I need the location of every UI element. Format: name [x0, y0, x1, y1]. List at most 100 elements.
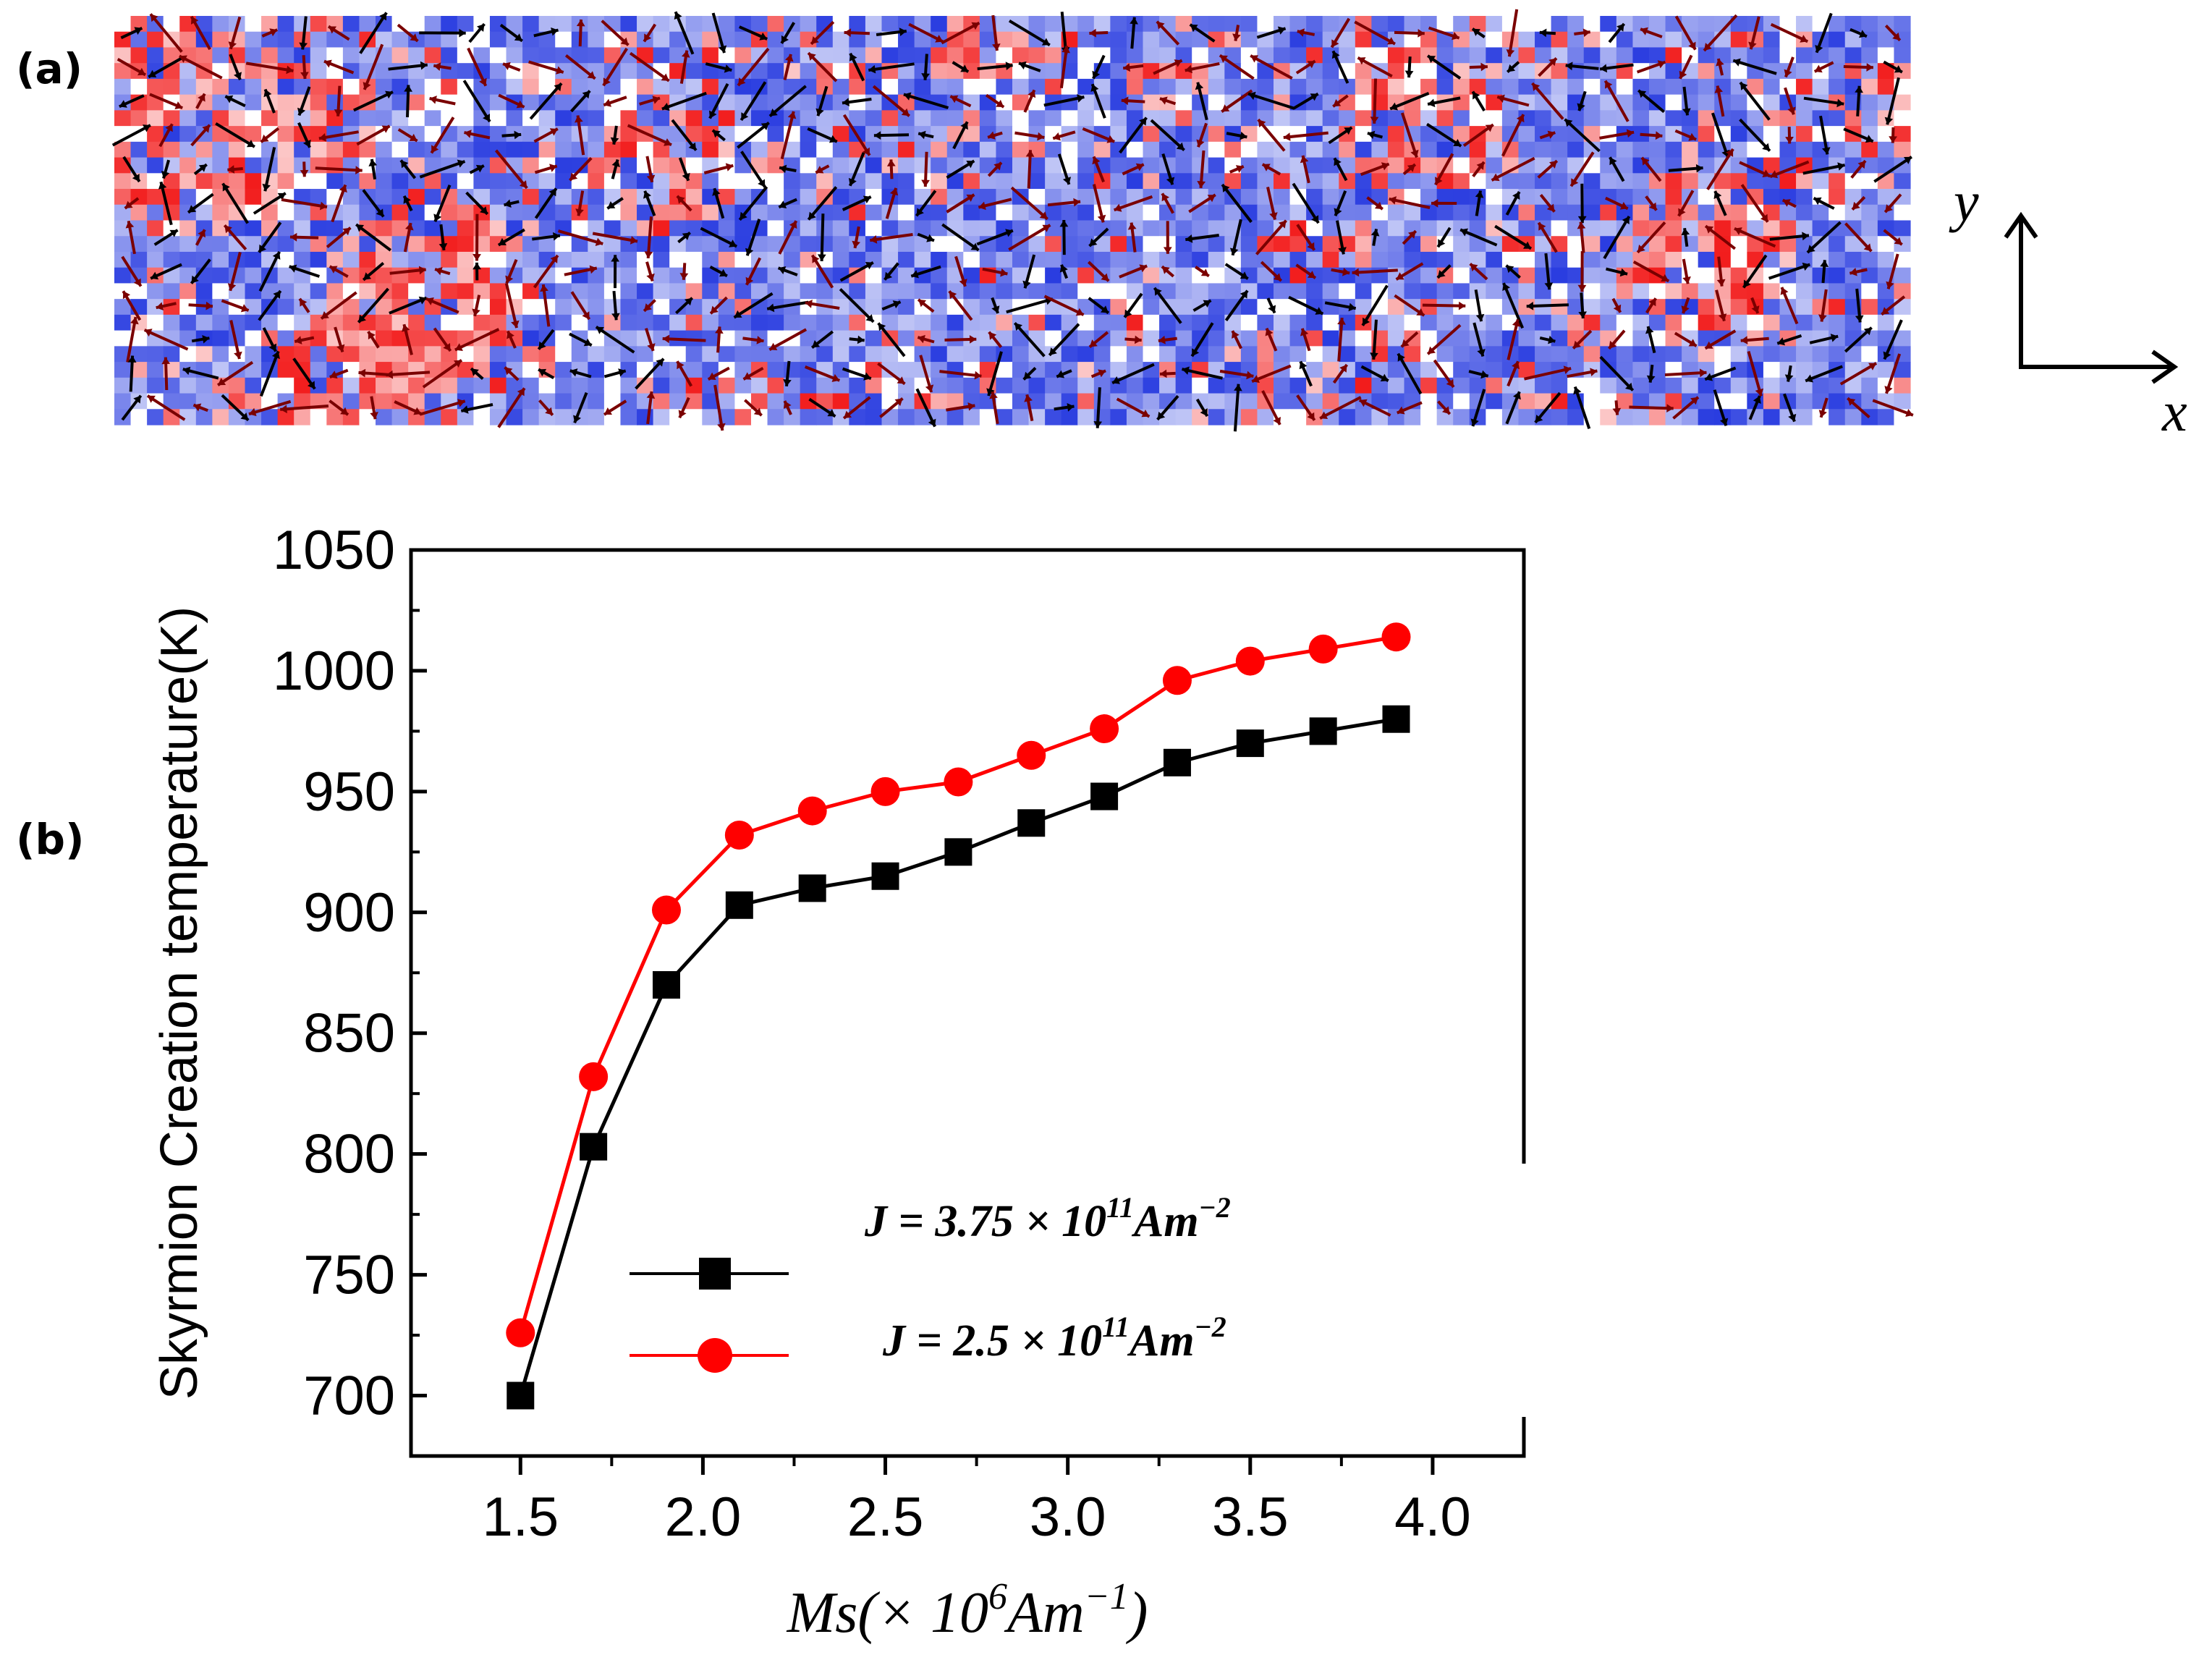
spin-cell [212, 94, 229, 111]
spin-cell [734, 377, 752, 394]
spin-cell [996, 16, 1013, 33]
spin-cell [685, 251, 703, 268]
spin-cell [245, 110, 262, 127]
spin-cell [376, 141, 393, 158]
spin-cell [588, 346, 605, 363]
spin-cell [620, 314, 637, 331]
spin-cell [1747, 220, 1764, 237]
spin-cell [718, 16, 736, 33]
spin-cell [310, 346, 327, 363]
spin-cell [1730, 141, 1747, 158]
spin-cell [718, 330, 736, 347]
spin-cell [1796, 204, 1813, 221]
spin-cell [1306, 283, 1323, 300]
spin-cell [767, 283, 784, 300]
spin-cell [1126, 314, 1144, 331]
spin-cell [179, 393, 197, 410]
spin-cell [1192, 251, 1209, 268]
spin-cell [588, 141, 605, 158]
spin-cell [1535, 173, 1552, 190]
spin-cell [489, 47, 507, 64]
spin-cell [326, 283, 344, 300]
spin-cell [245, 16, 262, 33]
spin-cell [326, 110, 344, 127]
spin-cell [1828, 299, 1846, 316]
spin-cell [946, 47, 964, 64]
spin-cell [931, 126, 948, 143]
spin-cell [1159, 346, 1177, 363]
spin-cell [1698, 63, 1715, 80]
spin-cell [195, 251, 213, 268]
spin-cell [294, 220, 311, 237]
spin-cell [1894, 189, 1911, 206]
spin-cell [179, 63, 197, 80]
spin-cell [130, 330, 148, 347]
data-point-square [1090, 782, 1119, 810]
spin-cell [408, 220, 425, 237]
spin-cell [1796, 126, 1813, 143]
spin-cell [914, 283, 931, 300]
spin-cell [147, 346, 164, 363]
spin-cell [734, 31, 752, 48]
spin-cell [1486, 346, 1503, 363]
spin-cell [326, 47, 344, 64]
spin-cell [1453, 251, 1470, 268]
spin-cell [1208, 78, 1225, 96]
spin-cell [359, 126, 376, 143]
spin-cell [767, 314, 784, 331]
spin-cell [391, 78, 409, 96]
spin-cell [326, 141, 344, 158]
spin-cell [914, 220, 931, 237]
spin-cell [212, 16, 229, 33]
spin-cell [1208, 94, 1225, 111]
spin-cell [1518, 267, 1535, 284]
spin-cell [359, 173, 376, 190]
spin-cell [1339, 377, 1356, 394]
spin-cell [718, 94, 736, 111]
spin-cell [1289, 47, 1307, 64]
spin-cell [1877, 63, 1895, 80]
spin-cell [473, 94, 491, 111]
spin-cell [1387, 16, 1405, 33]
spin-cell [1339, 110, 1356, 127]
spin-cell [1763, 94, 1781, 111]
spin-cell [195, 141, 213, 158]
spin-cell [685, 16, 703, 33]
spin-cell [1045, 251, 1062, 268]
spin-cell [1567, 78, 1585, 96]
spin-cell [1175, 330, 1192, 347]
spin-cell [1518, 78, 1535, 96]
spin-cell [1143, 377, 1160, 394]
data-point-square [1382, 705, 1410, 733]
spin-cell [963, 346, 980, 363]
spin-cell [1274, 31, 1291, 48]
spin-cell [1648, 251, 1666, 268]
spin-cell [1877, 189, 1895, 206]
spin-cell [277, 220, 294, 237]
spin-cell [147, 157, 164, 174]
spin-cell [1583, 94, 1601, 111]
spin-cell [506, 251, 523, 268]
spin-cell [1747, 283, 1764, 300]
spin-cell [1714, 220, 1732, 237]
data-point-square [1017, 809, 1046, 837]
spin-cell [1501, 78, 1520, 96]
spin-cell [179, 251, 197, 268]
spin-cell [1355, 110, 1372, 127]
spin-cell [1779, 78, 1797, 96]
spin-cell [538, 204, 556, 221]
spin-cell [441, 220, 458, 237]
data-point-square [944, 838, 972, 866]
spin-cell [931, 346, 948, 363]
spin-cell [1665, 173, 1682, 190]
spin-cell [1616, 31, 1634, 48]
spin-cell [277, 78, 294, 96]
spin-cell [946, 236, 964, 253]
spin-cell [588, 78, 605, 96]
spin-cell [1861, 267, 1878, 284]
spin-cell [1436, 47, 1454, 64]
spin-cell [342, 110, 360, 127]
spin-cell [620, 157, 637, 174]
spin-cell [457, 251, 474, 268]
spin-cell [963, 173, 980, 190]
